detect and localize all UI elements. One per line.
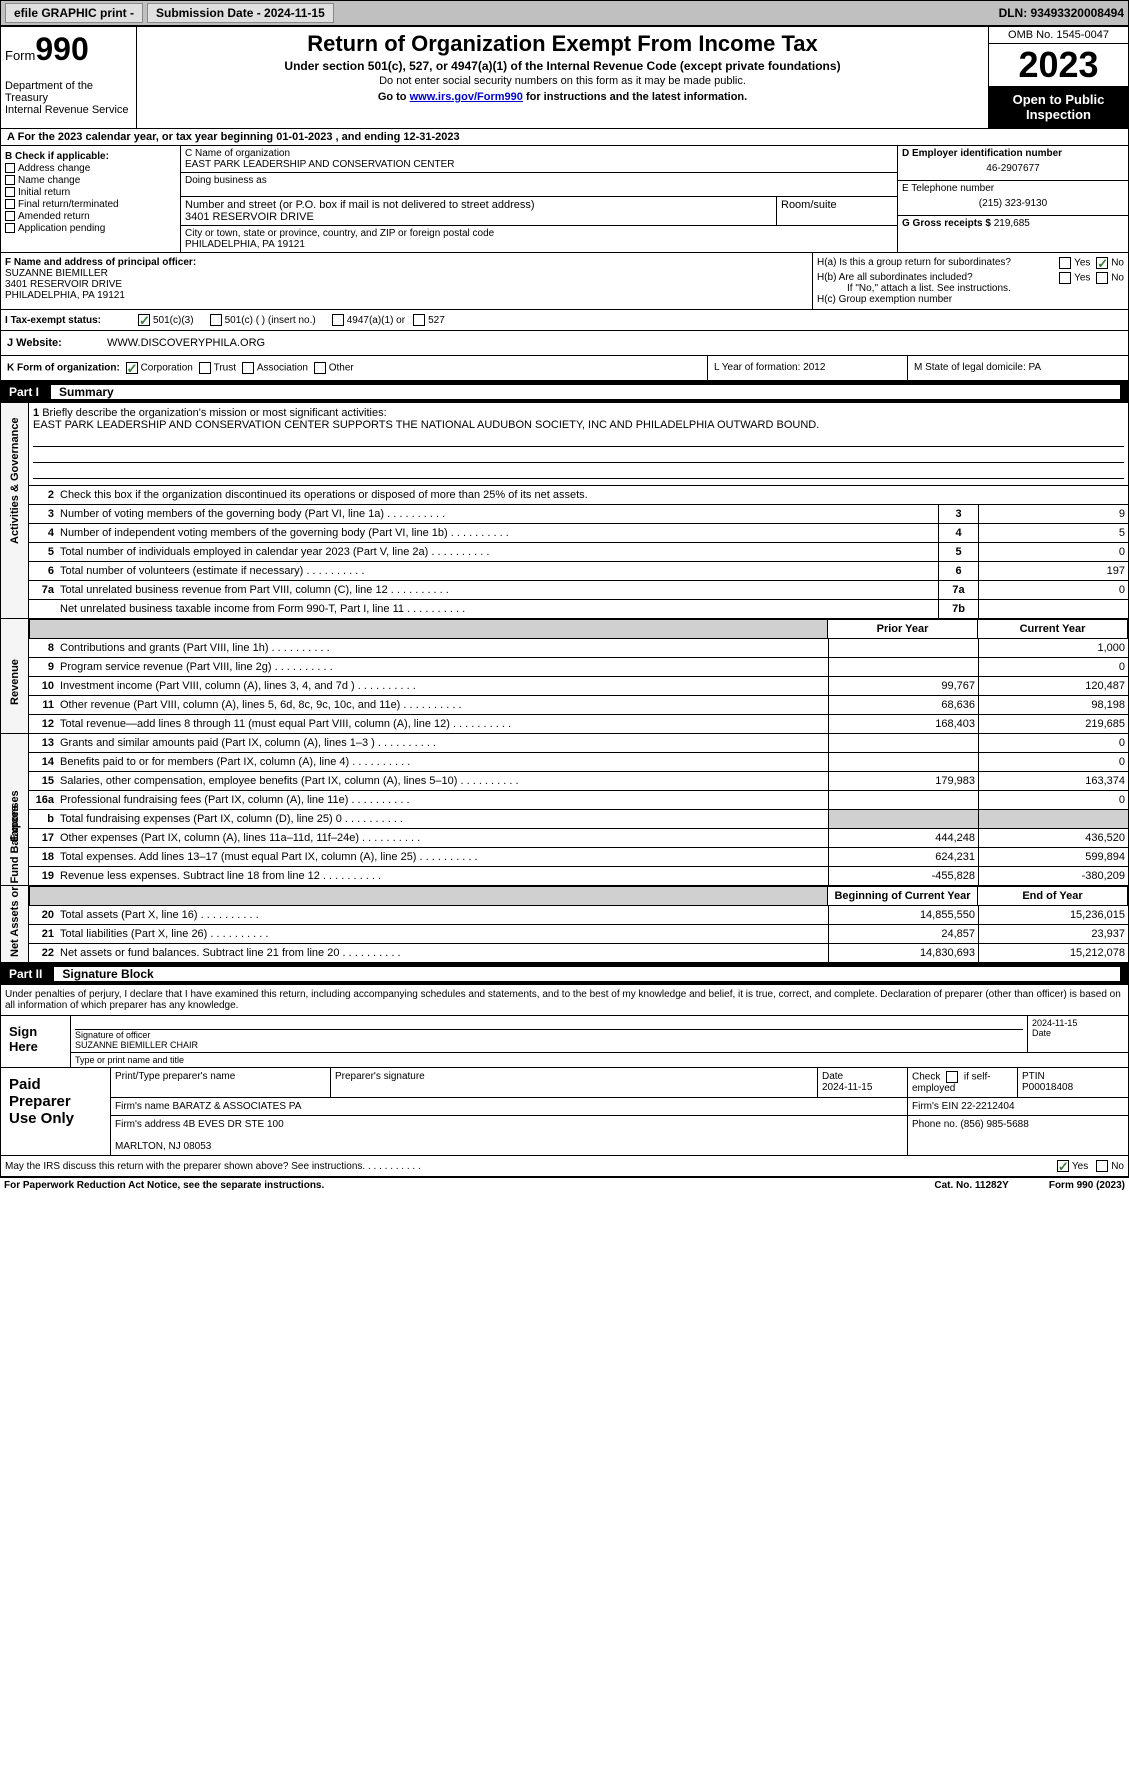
- summary-expenses: Expenses 13Grants and similar amounts pa…: [0, 734, 1129, 886]
- exp-line: 18Total expenses. Add lines 13–17 (must …: [29, 848, 1128, 867]
- rev-line: 10Investment income (Part VIII, column (…: [29, 677, 1128, 696]
- exp-line: 17Other expenses (Part IX, column (A), l…: [29, 829, 1128, 848]
- form-title: Return of Organization Exempt From Incom…: [141, 31, 984, 57]
- gov-line: Net unrelated business taxable income fr…: [29, 600, 1128, 618]
- col-b-checkboxes: B Check if applicable: Address change Na…: [1, 146, 181, 252]
- rev-line: 11Other revenue (Part VIII, column (A), …: [29, 696, 1128, 715]
- form-number: Form990: [5, 31, 132, 68]
- org-info-block: B Check if applicable: Address change Na…: [0, 146, 1129, 253]
- rev-line: 9Program service revenue (Part VIII, lin…: [29, 658, 1128, 677]
- exp-line: 15Salaries, other compensation, employee…: [29, 772, 1128, 791]
- paid-preparer-block: Paid Preparer Use Only Print/Type prepar…: [0, 1068, 1129, 1156]
- col-c-org-details: C Name of organizationEAST PARK LEADERSH…: [181, 146, 898, 252]
- gov-line: 5Total number of individuals employed in…: [29, 543, 1128, 562]
- part-1-header: Part ISummary: [0, 381, 1129, 403]
- form-org-row: K Form of organization: Corporation Trus…: [0, 356, 1129, 381]
- exp-line: 13Grants and similar amounts paid (Part …: [29, 734, 1128, 753]
- efile-print-label: efile GRAPHIC print -: [5, 3, 143, 23]
- perjury-statement: Under penalties of perjury, I declare th…: [0, 985, 1129, 1016]
- submission-date: Submission Date - 2024-11-15: [147, 3, 334, 23]
- rev-line: 12Total revenue—add lines 8 through 11 (…: [29, 715, 1128, 733]
- summary-governance: Activities & Governance 1 Briefly descri…: [0, 403, 1129, 619]
- gov-line: 4Number of independent voting members of…: [29, 524, 1128, 543]
- net-line: 22Net assets or fund balances. Subtract …: [29, 944, 1128, 962]
- form-header: Form990 Department of the Treasury Inter…: [0, 26, 1129, 129]
- sign-here-block: Sign Here Signature of officerSUZANNE BI…: [0, 1016, 1129, 1068]
- form-subtitle-1: Under section 501(c), 527, or 4947(a)(1)…: [141, 59, 984, 73]
- omb-number: OMB No. 1545-0047: [989, 27, 1128, 44]
- discuss-row: May the IRS discuss this return with the…: [0, 1156, 1129, 1177]
- exp-line: 16aProfessional fundraising fees (Part I…: [29, 791, 1128, 810]
- gov-line: 7aTotal unrelated business revenue from …: [29, 581, 1128, 600]
- page-footer: For Paperwork Reduction Act Notice, see …: [0, 1177, 1129, 1193]
- website-row: J Website: WWW.DISCOVERYPHILA.ORG: [0, 331, 1129, 356]
- top-bar: efile GRAPHIC print - Submission Date - …: [0, 0, 1129, 26]
- dln-label: DLN: 93493320008494: [999, 6, 1124, 20]
- exp-line: bTotal fundraising expenses (Part IX, co…: [29, 810, 1128, 829]
- department-label: Department of the Treasury Internal Reve…: [5, 80, 132, 116]
- summary-net-assets: Net Assets or Fund Balances Beginning of…: [0, 886, 1129, 963]
- exp-line: 14Benefits paid to or for members (Part …: [29, 753, 1128, 772]
- part-2-header: Part IISignature Block: [0, 963, 1129, 985]
- form-instructions: Go to www.irs.gov/Form990 for instructio…: [141, 91, 984, 103]
- gov-line: 6Total number of volunteers (estimate if…: [29, 562, 1128, 581]
- row-a-tax-year: A For the 2023 calendar year, or tax yea…: [0, 129, 1129, 146]
- net-line: 21Total liabilities (Part X, line 26)24,…: [29, 925, 1128, 944]
- tax-year: 2023: [989, 44, 1128, 86]
- col-d-ein-phone: D Employer identification number46-29076…: [898, 146, 1128, 252]
- open-inspection-label: Open to Public Inspection: [989, 86, 1128, 128]
- exp-line: 19Revenue less expenses. Subtract line 1…: [29, 867, 1128, 885]
- net-line: 20Total assets (Part X, line 16)14,855,5…: [29, 906, 1128, 925]
- form-subtitle-2: Do not enter social security numbers on …: [141, 75, 984, 87]
- summary-revenue: Revenue Prior YearCurrent Year 8Contribu…: [0, 619, 1129, 734]
- gov-line: 3Number of voting members of the governi…: [29, 505, 1128, 524]
- irs-link[interactable]: www.irs.gov/Form990: [410, 91, 523, 103]
- officer-group-block: F Name and address of principal officer:…: [0, 253, 1129, 310]
- tax-exempt-status-row: I Tax-exempt status: 501(c)(3) 501(c) ( …: [0, 310, 1129, 331]
- rev-line: 8Contributions and grants (Part VIII, li…: [29, 639, 1128, 658]
